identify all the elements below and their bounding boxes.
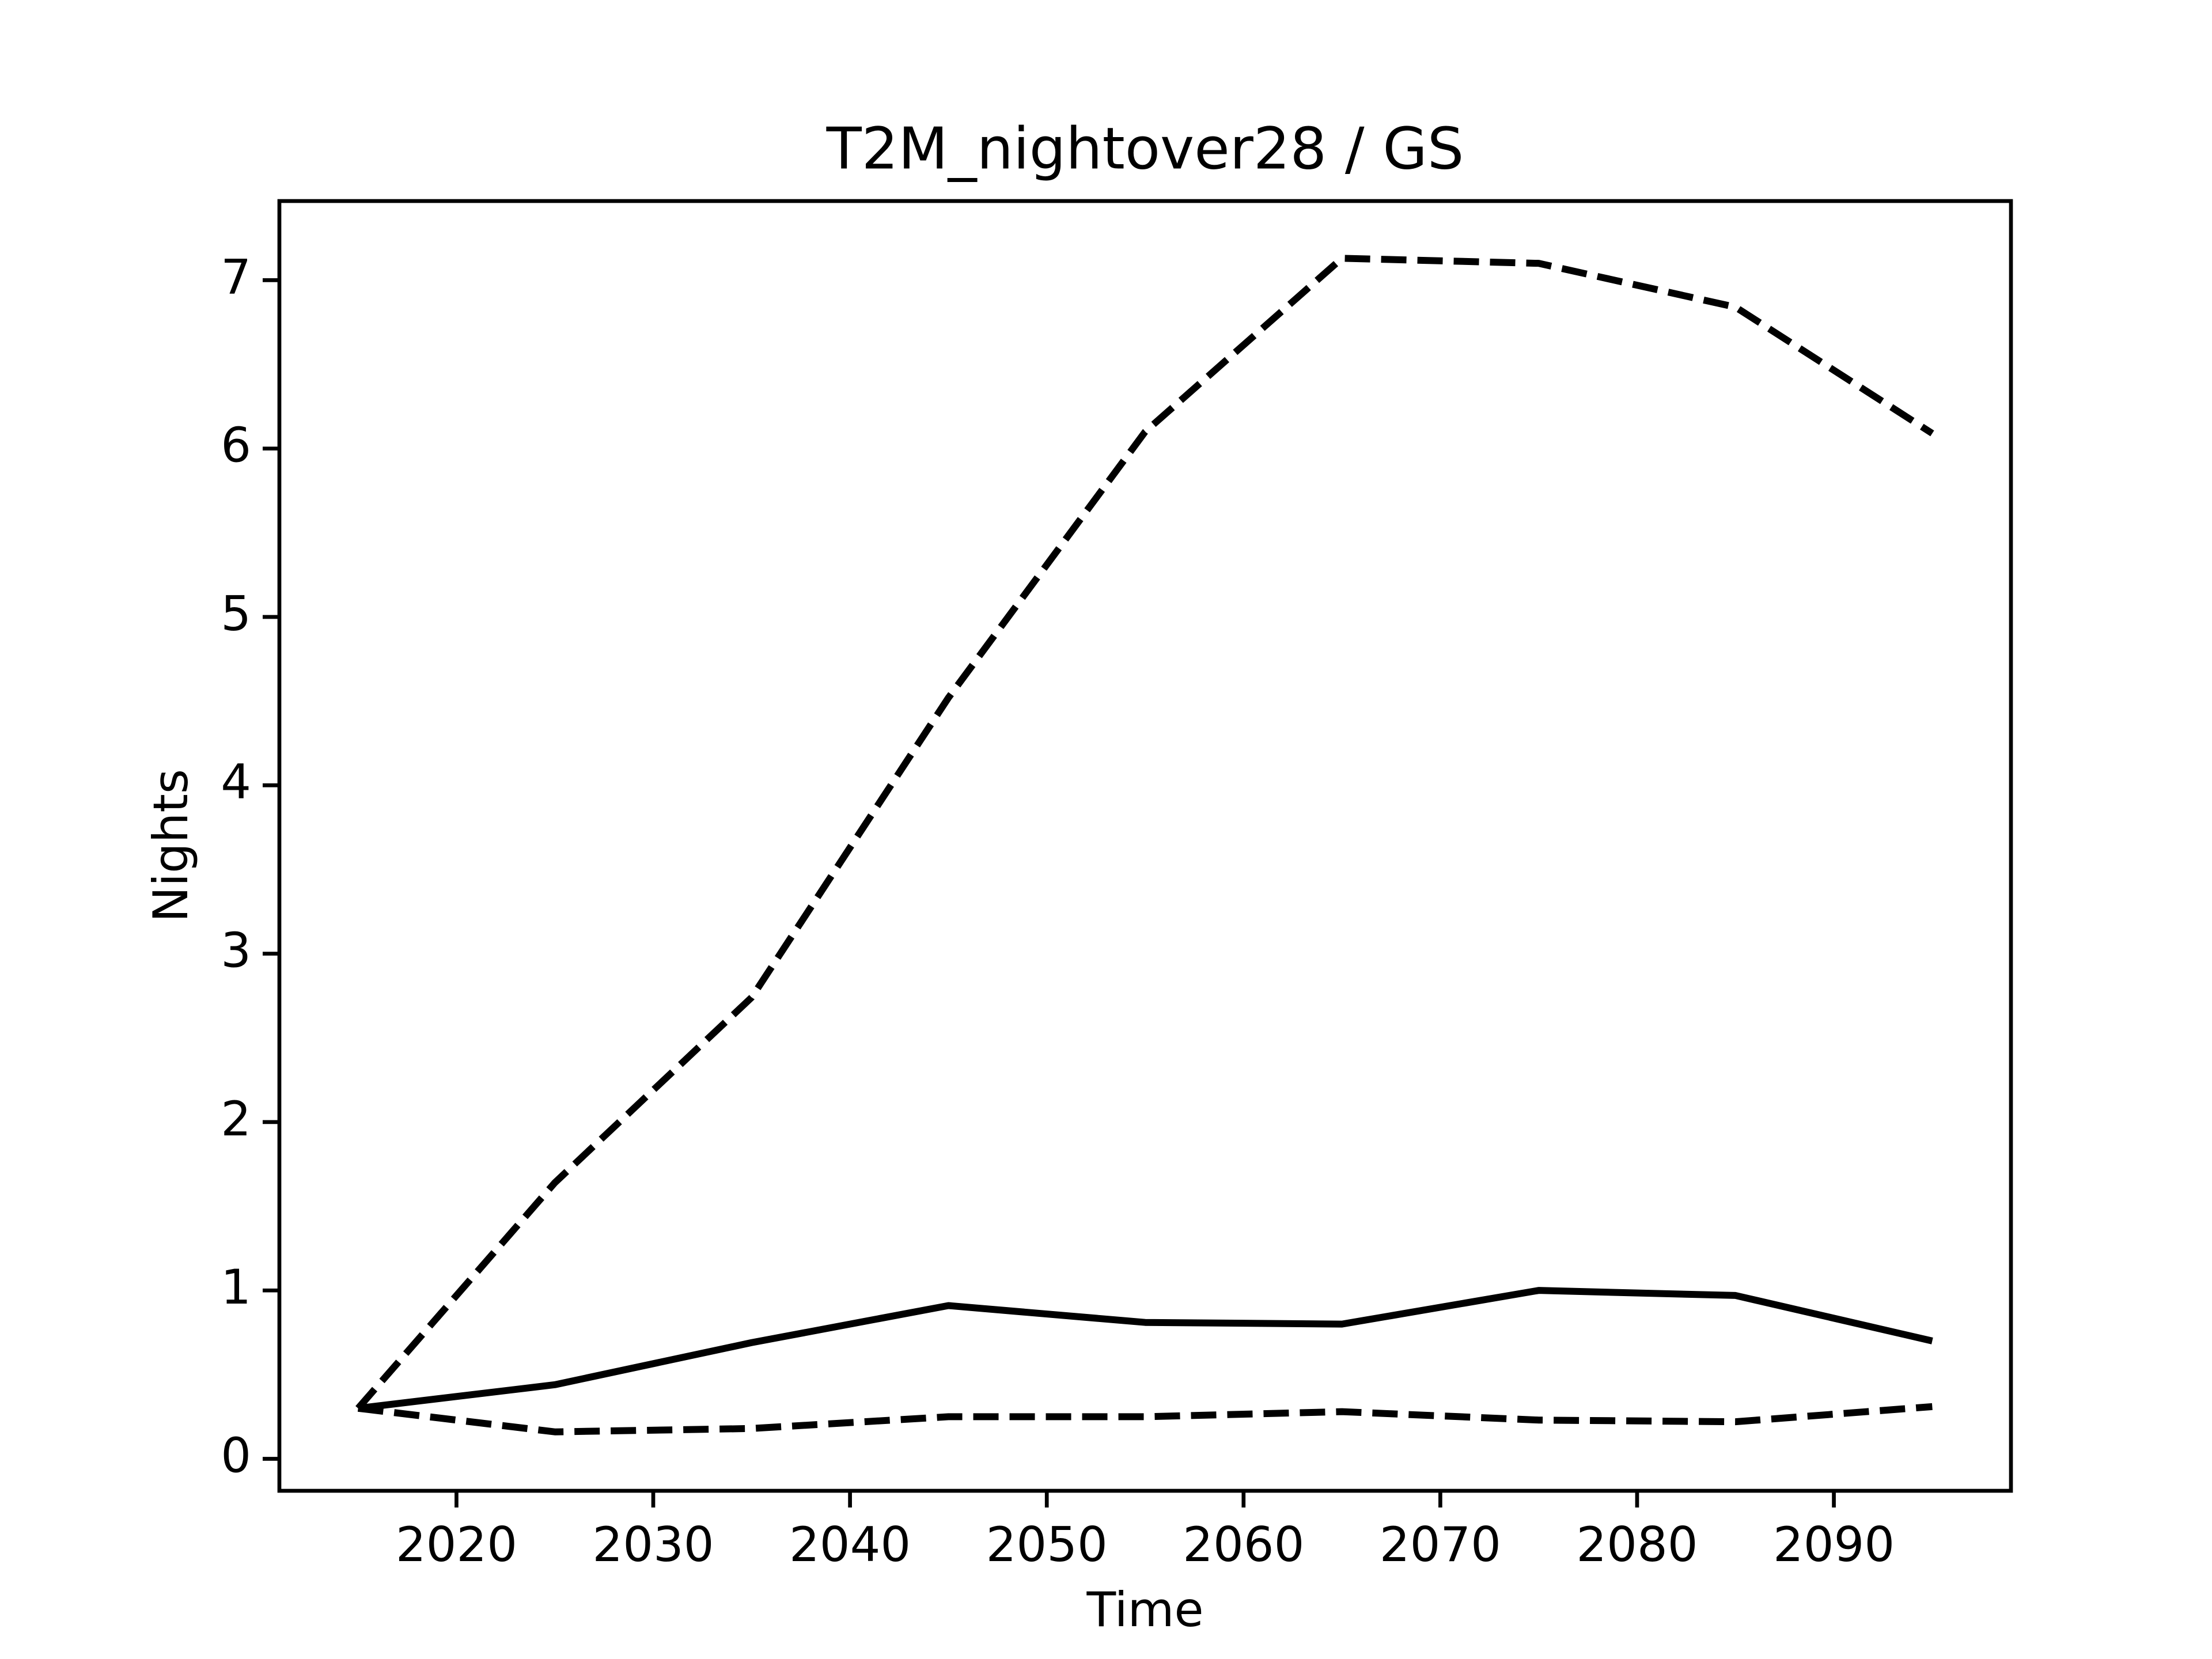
y-tick-label: 3: [221, 923, 251, 979]
series-line: [357, 1287, 1933, 1412]
y-tick-label: 6: [221, 418, 251, 474]
x-axis-label: Time: [1086, 1582, 1203, 1638]
axes-frame: [277, 199, 2013, 1493]
series-line: [357, 1403, 1933, 1435]
chart-title: T2M_nightover28 / GS: [826, 115, 1464, 182]
x-tick-label: 2040: [789, 1517, 911, 1573]
x-tick-label: 2060: [1183, 1517, 1304, 1573]
y-tick-label: 4: [221, 754, 251, 810]
y-tick-label: 2: [221, 1091, 251, 1147]
x-tick-label: 2070: [1380, 1517, 1501, 1573]
y-tick-label: 0: [221, 1427, 251, 1483]
series-line: [355, 255, 1934, 1411]
x-tick-label: 2090: [1773, 1517, 1895, 1573]
x-tick-label: 2030: [592, 1517, 714, 1573]
y-tick-label: 1: [221, 1259, 251, 1315]
y-tick-label: 7: [221, 249, 251, 305]
y-tick-label: 5: [221, 586, 251, 642]
x-tick-label: 2050: [986, 1517, 1108, 1573]
y-axis-label: Nights: [143, 769, 199, 922]
x-tick-label: 2020: [396, 1517, 517, 1573]
x-tick-label: 2080: [1576, 1517, 1698, 1573]
